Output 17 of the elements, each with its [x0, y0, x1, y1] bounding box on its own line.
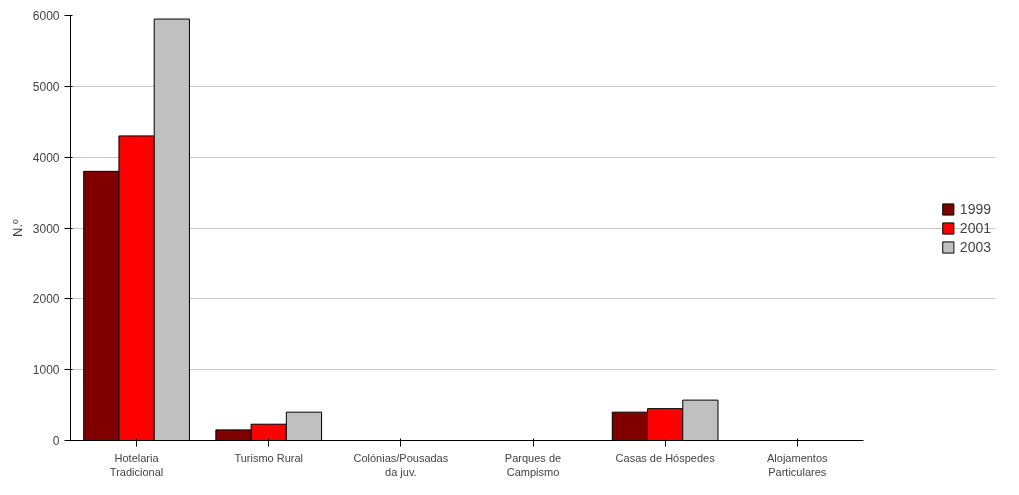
x-tick-label: Turismo Rural [234, 451, 304, 464]
legend-label: 1999 [959, 200, 991, 217]
y-tick-label: 2000 [32, 292, 60, 307]
y-tick-label: 0 [52, 434, 60, 448]
legend-label: 2003 [959, 238, 991, 255]
y-tick-label: 4000 [32, 150, 60, 165]
x-tick-label: Hotelaria Tradicional [109, 451, 164, 478]
y-tick-label: 1000 [32, 363, 60, 378]
x-tick-label: Colónias/Pousadas da juv. [353, 451, 449, 478]
y-tick-label: 5000 [32, 79, 60, 94]
legend-label: 2001 [959, 219, 991, 236]
y-tick-label: 6000 [32, 9, 60, 23]
y-tick-label: 3000 [32, 221, 60, 236]
y-axis-title: N.º [9, 218, 25, 237]
x-tick-label: Casas de Hóspedes [615, 451, 716, 464]
x-tick-label: Alojamentos Particulares [767, 451, 829, 478]
x-tick-label: Parques de Campismo [504, 451, 562, 478]
